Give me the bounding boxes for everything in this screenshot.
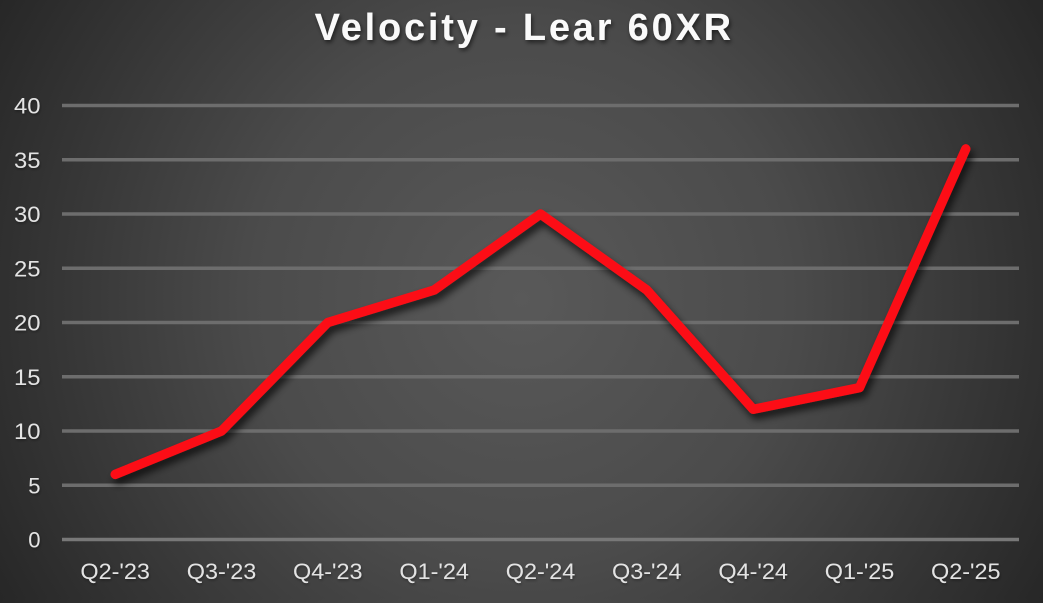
- svg-text:Q1-'24: Q1-'24: [399, 559, 469, 584]
- svg-text:Q2-'23: Q2-'23: [80, 559, 150, 584]
- svg-text:20: 20: [14, 311, 41, 336]
- svg-text:25: 25: [14, 256, 41, 281]
- svg-text:10: 10: [14, 419, 41, 444]
- svg-text:0: 0: [28, 528, 40, 553]
- svg-text:Q4-'23: Q4-'23: [293, 559, 363, 584]
- svg-text:Q3-'23: Q3-'23: [187, 559, 257, 584]
- svg-text:15: 15: [14, 365, 41, 390]
- svg-text:Velocity - Lear 60XR: Velocity - Lear 60XR: [315, 7, 734, 49]
- svg-text:Q2-'25: Q2-'25: [931, 559, 1001, 584]
- svg-text:Q4-'24: Q4-'24: [718, 559, 788, 584]
- svg-text:Q2-'24: Q2-'24: [506, 559, 576, 584]
- svg-text:40: 40: [14, 94, 41, 119]
- svg-text:35: 35: [14, 148, 41, 173]
- svg-text:Q3-'24: Q3-'24: [612, 559, 682, 584]
- svg-text:5: 5: [28, 473, 40, 498]
- svg-text:Q1-'25: Q1-'25: [825, 559, 895, 584]
- svg-text:30: 30: [14, 202, 41, 227]
